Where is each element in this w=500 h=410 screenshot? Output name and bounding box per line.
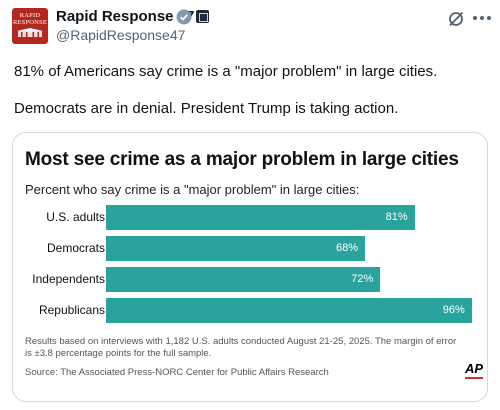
bar-value-label: 81% (385, 211, 408, 223)
grok-icon[interactable] (447, 10, 465, 28)
chart-card[interactable]: Most see crime as a major problem in lar… (12, 132, 488, 402)
bar: 68% (106, 236, 366, 261)
bar-value-label: 72% (351, 273, 374, 285)
bar-category-label: U.S. adults (46, 210, 105, 224)
tweet-header: RAPID RESPONSE Rapid Response 47 @RapidR… (0, 0, 500, 52)
display-name[interactable]: Rapid Response 47 (56, 8, 195, 25)
avatar[interactable]: RAPID RESPONSE (12, 8, 48, 44)
tweet-text-line-1: 81% of Americans say crime is a "major p… (14, 63, 438, 80)
chart-source: Source: The Associated Press-NORC Center… (25, 367, 329, 378)
ap-logo: AP (465, 361, 484, 379)
bar-value-label: 68% (336, 242, 359, 254)
more-options-icon[interactable] (473, 16, 491, 22)
chart-title: Most see crime as a major problem in lar… (25, 149, 459, 170)
building-icon (17, 28, 43, 37)
bar-category-label: Independents (32, 272, 105, 286)
bar-row: Democrats 68% (13, 236, 487, 262)
bar-value-label: 96% (442, 304, 465, 316)
bar: 96% (106, 298, 472, 323)
bar-row: Independents 72% (13, 267, 487, 293)
government-affiliate-icon[interactable] (196, 10, 209, 23)
user-handle[interactable]: @RapidResponse47 (56, 27, 186, 43)
verified-badge-icon (176, 9, 192, 25)
chart-note: Results based on interviews with 1,182 U… (25, 336, 457, 359)
bar-row: U.S. adults 81% (13, 205, 487, 231)
bar-row: Republicans 96% (13, 298, 487, 324)
tweet-text-line-2: Democrats are in denial. President Trump… (14, 100, 399, 117)
bar-category-label: Democrats (46, 241, 105, 255)
chart-subtitle: Percent who say crime is a "major proble… (25, 182, 360, 197)
avatar-logo-text: RAPID RESPONSE (12, 12, 48, 26)
bar: 81% (106, 205, 415, 230)
bar: 72% (106, 267, 381, 292)
bar-category-label: Republicans (38, 303, 105, 317)
